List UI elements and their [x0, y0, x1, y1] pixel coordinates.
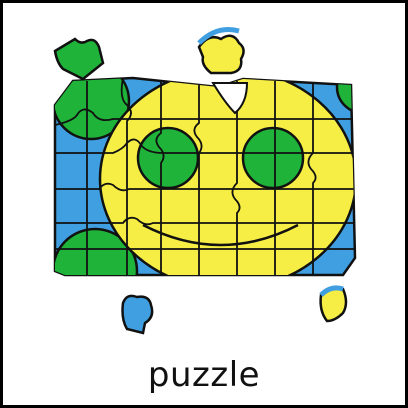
loose-piece-blue-bottom	[121, 294, 154, 335]
caption-word: puzzle	[147, 355, 261, 395]
loose-piece-green	[53, 37, 105, 81]
puzzle-smiley-icon	[53, 27, 357, 335]
puzzle-board	[53, 76, 357, 277]
right-eye	[241, 126, 305, 190]
green-corner-top-right	[335, 78, 355, 115]
green-corner-bottom-left	[55, 227, 139, 275]
piece-grid	[55, 78, 355, 275]
missing-piece-gap	[211, 82, 249, 115]
loose-piece-yellow-top	[197, 27, 245, 75]
left-eye	[136, 126, 200, 190]
loose-piece-yellow-right	[319, 285, 348, 323]
